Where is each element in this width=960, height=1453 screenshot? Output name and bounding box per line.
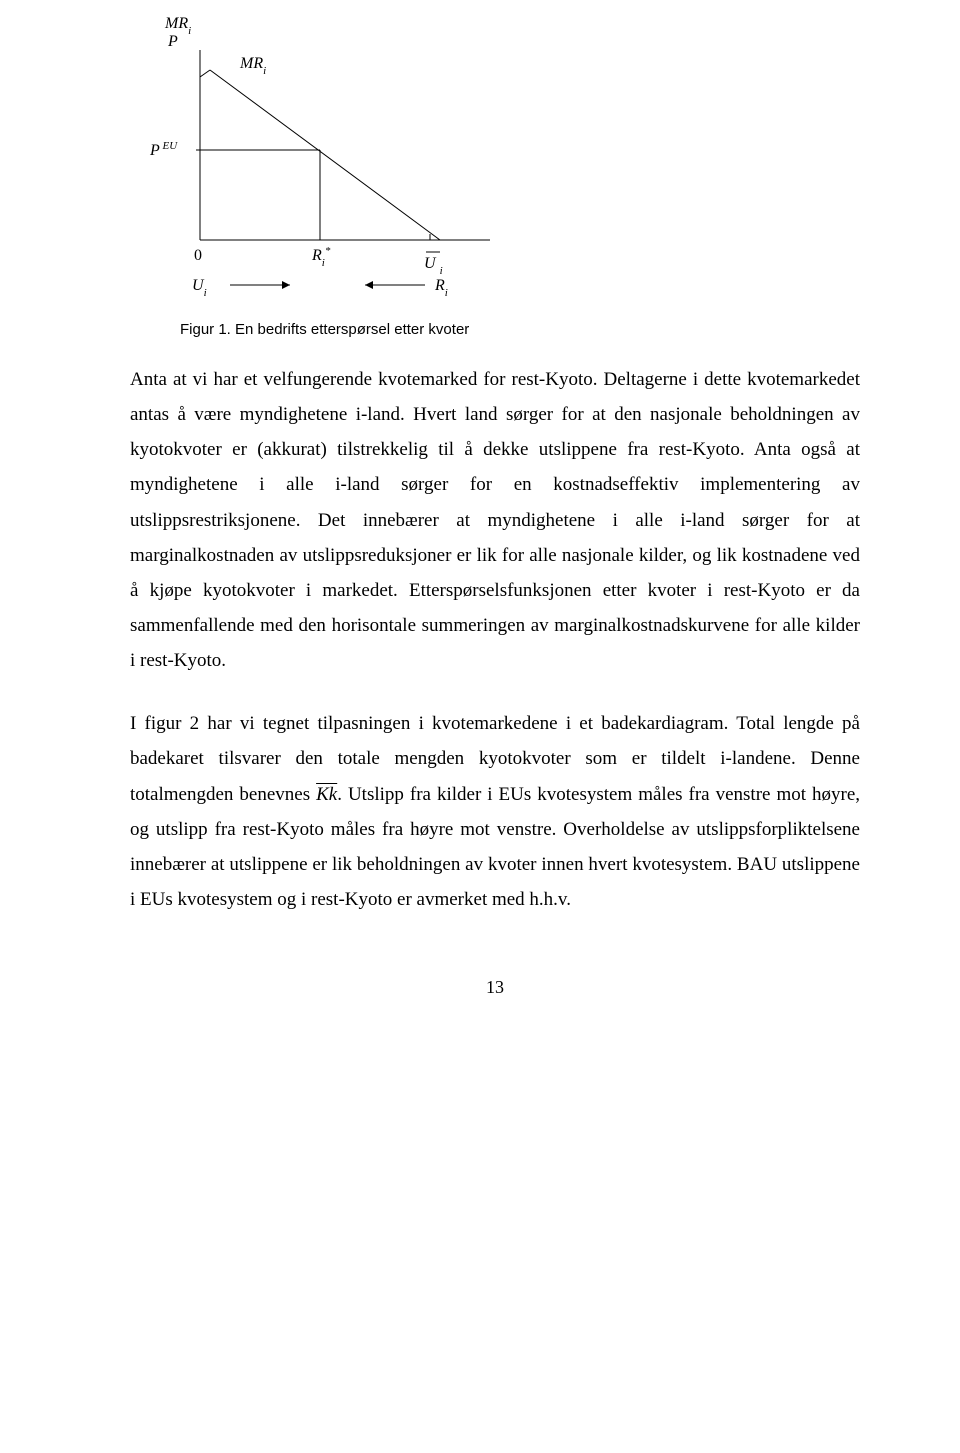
figure-1-svg: MRi P MRi P EU 0 Ri* U i — [130, 10, 550, 310]
ui-arrow-head — [282, 281, 290, 289]
label-mr-curve: MRi — [239, 55, 266, 77]
label-ui-arrow: Ui — [192, 277, 207, 299]
label-u-bar: U i — [424, 255, 443, 277]
label-r-star: Ri* — [311, 245, 331, 269]
page: MRi P MRi P EU 0 Ri* U i — [0, 10, 960, 1038]
paragraph-2: I figur 2 har vi tegnet tilpasningen i k… — [130, 706, 860, 917]
figure-1-caption: Figur 1. En bedrifts etterspørsel etter … — [180, 321, 860, 338]
label-origin: 0 — [194, 247, 202, 264]
label-p-eu: P EU — [149, 140, 178, 159]
label-ri-arrow: Ri — [434, 277, 448, 299]
kk-symbol: Kk — [316, 784, 337, 805]
label-p-axis: P — [167, 33, 178, 50]
ri-arrow-head — [365, 281, 373, 289]
mr-curve — [210, 70, 440, 240]
page-number: 13 — [130, 977, 860, 998]
figure-1: MRi P MRi P EU 0 Ri* U i — [130, 10, 860, 338]
mr-curve-join — [200, 70, 210, 77]
paragraph-1: Anta at vi har et velfungerende kvotemar… — [130, 362, 860, 678]
